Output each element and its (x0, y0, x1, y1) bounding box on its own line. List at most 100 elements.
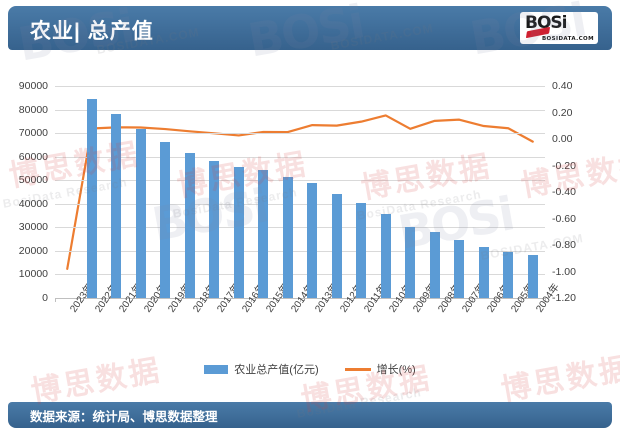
x-axis-tick (104, 298, 105, 302)
gridline (55, 133, 545, 135)
chart-legend: 农业总产值(亿元) 增长(%) (0, 357, 620, 381)
watermark-en: BOSIDATA.COM (479, 231, 585, 263)
bar-2021年[interactable] (111, 114, 122, 298)
bar-2009年[interactable] (405, 226, 416, 298)
gridline (55, 250, 545, 252)
watermark-bosi: BOSi (244, 0, 367, 68)
y-axis-right-tick-label: -0.20 (552, 159, 576, 172)
x-axis-tick (300, 298, 301, 302)
watermark-cn: 博思数据 (358, 149, 495, 206)
y-axis-right-tick-label: -1.00 (552, 265, 576, 278)
y-axis-left-tick-label: 20000 (18, 244, 48, 257)
bar-2004年[interactable] (527, 255, 538, 298)
x-axis-tick (226, 298, 228, 302)
x-axis-tick (177, 298, 179, 302)
bar-2010年[interactable] (380, 214, 391, 298)
y-axis-right-tick-label: 0.20 (552, 106, 573, 119)
page-title: 农业| 总产值 (30, 20, 154, 43)
y-axis-left-tick-label: 40000 (18, 197, 48, 210)
watermark-en: BosiData Research (1, 175, 129, 211)
watermark-bosi: BOSi (394, 186, 517, 260)
y-axis-left-tick-label: 0 (42, 292, 48, 304)
plot-area (55, 86, 545, 298)
watermark-cn: 博思数据 (174, 147, 311, 204)
bar-2018年[interactable] (184, 153, 195, 298)
watermark-bosi: BOSi (466, 0, 589, 66)
legend-item-2[interactable]: 增长(%) (344, 361, 416, 377)
watermark-cn: 博思数据 (28, 353, 165, 410)
x-axis-tick (398, 298, 399, 302)
gridline (55, 180, 545, 182)
bar-2016年[interactable] (233, 166, 244, 298)
x-axis-tick (496, 298, 497, 302)
x-axis-tick (128, 298, 130, 302)
bar-2020年[interactable] (135, 128, 146, 298)
y-axis-left-tick-label: 80000 (18, 103, 48, 116)
watermark-en: BOSIDATA.COM (329, 21, 435, 53)
watermark-bosi: BOSi (14, 0, 137, 72)
y-axis-right-tick-label: -0.40 (552, 186, 576, 198)
chart-canvas: 0 10000 20000 30000 40000 50000 60000 70000 8000… (0, 52, 620, 392)
x-axis-tick (447, 298, 448, 302)
y-axis-right-tick-label: 0.40 (552, 80, 573, 92)
legend-bar-swatch-icon (204, 364, 229, 374)
bar-2008年[interactable] (429, 231, 440, 298)
y-axis-left-tick-label: 10000 (18, 268, 48, 281)
page-footer: 数据来源：统计局、博思数据整理 (8, 402, 612, 428)
bar-2019年[interactable] (160, 142, 171, 298)
gridline (55, 227, 545, 229)
watermark-en: BosiData Research (171, 185, 299, 221)
watermark-cn: 博思数据 (518, 147, 620, 204)
bar-2012年[interactable] (331, 193, 342, 298)
watermark-cn: 博思数据 (298, 361, 435, 418)
gridline (55, 274, 545, 276)
y-axis-left: 0 10000 20000 30000 40000 50000 60000 70000 8000… (0, 80, 48, 304)
bar-2013年[interactable] (307, 182, 318, 298)
x-axis-tick (275, 298, 277, 302)
y-axis-right-tick-label: -1.20 (552, 292, 576, 304)
x-axis-tick (251, 298, 252, 302)
growth-line-path (66, 114, 534, 270)
gridline (55, 156, 545, 158)
y-axis-left-tick-label: 90000 (18, 80, 48, 92)
bar-2017年[interactable] (209, 161, 220, 298)
y-axis-right: -1.20 -1.00 -0.80 -0.60 -0.40 -0.20 0.00 0.20 0.… (552, 80, 612, 304)
x-axis-tick (373, 298, 375, 302)
watermark-en: BosiData Research (295, 385, 423, 421)
y-axis-right-tick-label: -0.60 (552, 212, 576, 225)
legend-item-1[interactable]: 农业总产值(亿元) (204, 361, 319, 377)
y-axis-right-tick-label: -0.80 (552, 239, 576, 251)
watermark-cn: 博思数据 (498, 351, 620, 408)
y-axis-right-tick-label: 0.00 (552, 133, 573, 145)
y-axis-left-tick-label: 50000 (18, 174, 48, 187)
watermark-cn: 博思数据 (6, 137, 143, 194)
legend-label: 农业总产值(亿元) (234, 364, 319, 376)
bar-2015年[interactable] (258, 170, 269, 298)
watermark-en: BosiData Research (355, 187, 483, 223)
bar-2014年[interactable] (282, 176, 293, 298)
bar-2011年[interactable] (356, 203, 367, 298)
gridline (55, 203, 545, 205)
x-axis-tick (55, 298, 56, 302)
bar-2007年[interactable] (454, 239, 465, 298)
growth-line-series (66, 114, 534, 270)
legend-line-swatch-icon (344, 367, 371, 371)
data-source-text: 数据来源：统计局、博思数据整理 (30, 410, 218, 424)
bosi-logo: BOSi BOSIDATA.COM (520, 12, 598, 44)
bar-2022年[interactable] (86, 99, 97, 298)
y-axis-left-tick-label: 30000 (18, 221, 48, 234)
bar-2006年[interactable] (478, 247, 489, 298)
gridline (55, 109, 545, 111)
bar-2005年[interactable] (503, 251, 514, 298)
logo-domain-text: BOSIDATA.COM (541, 36, 594, 42)
x-axis-tick (202, 298, 203, 302)
x-axis-tick (324, 298, 326, 302)
gridline (55, 86, 545, 87)
watermark-en: BOSIDATA.COM (95, 25, 201, 57)
x-axis-tick (79, 298, 81, 302)
legend-label: 增长(%) (376, 364, 416, 376)
x-axis-tick (545, 298, 546, 302)
x-axis-tick (520, 298, 522, 302)
